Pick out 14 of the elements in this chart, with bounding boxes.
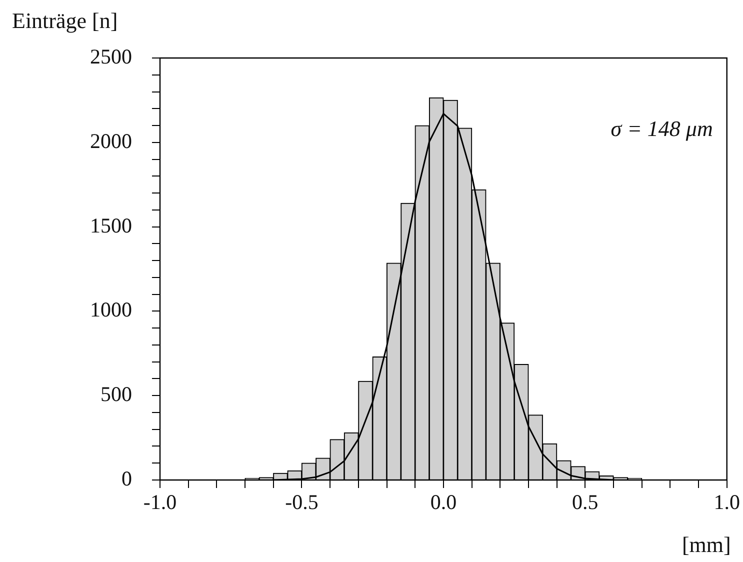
y-tick-label: 0	[122, 466, 132, 491]
x-tick-label: -1.0	[143, 490, 177, 514]
y-tick-label: 1000	[90, 298, 132, 322]
y-tick-label: 1500	[90, 213, 132, 238]
x-tick-label: -0.5	[285, 490, 318, 514]
y-tick-label: 500	[100, 382, 132, 406]
x-tick-label: 0.0	[430, 490, 457, 514]
annotation: σ = 148 μm	[610, 116, 713, 141]
y-axis-title: Einträge [n]	[12, 8, 118, 33]
x-tick-label: 0.5	[572, 490, 598, 514]
x-axis-title: [mm]	[682, 532, 731, 557]
y-tick-label: 2000	[90, 128, 132, 153]
x-tick-label: 1.0	[714, 490, 740, 514]
y-tick-label: 2500	[90, 44, 132, 69]
